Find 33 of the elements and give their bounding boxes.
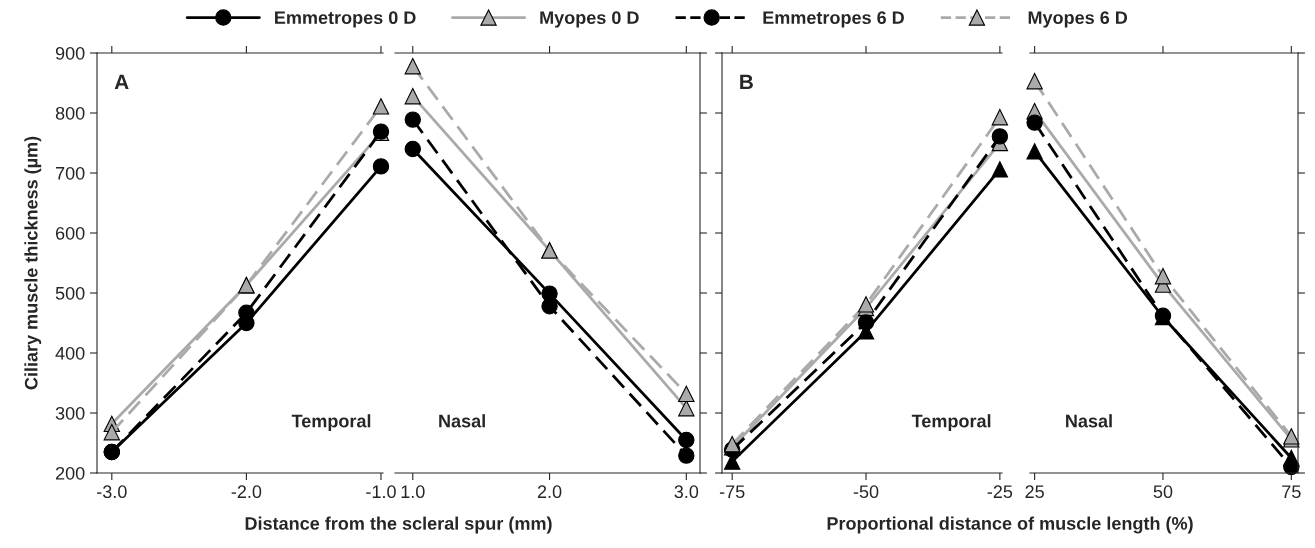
annotation: Nasal <box>1066 414 1112 428</box>
y-tick-label: 400 <box>55 346 85 360</box>
x-tick-label: -75 <box>719 485 745 499</box>
y-tick-label: 200 <box>55 466 85 480</box>
x-tick-label: -25 <box>987 485 1013 499</box>
x-tick-label: 50 <box>1153 485 1173 499</box>
annotation: Nasal <box>439 414 485 428</box>
annotation: B <box>740 74 753 90</box>
y-tick-label: 900 <box>55 46 85 60</box>
x-tick-label: -2.0 <box>231 485 262 499</box>
x-axis-title: Distance from the scleral spur (mm) <box>245 516 552 534</box>
x-tick-label: 1.0 <box>401 485 425 499</box>
y-tick-label: 500 <box>55 286 85 300</box>
y-tick-label: 800 <box>55 106 85 120</box>
x-tick-label: -1.0 <box>366 485 396 499</box>
x-tick-label: -3.0 <box>97 485 127 499</box>
legend-label: Emmetropes 0 D <box>275 11 416 28</box>
x-axis-title: Proportional distance of muscle length (%) <box>827 516 1193 534</box>
legend-label: Emmetropes 6 D <box>763 11 904 28</box>
x-tick-label: -50 <box>853 485 879 499</box>
x-tick-label: 2.0 <box>537 485 562 499</box>
y-tick-label: 600 <box>55 226 85 240</box>
y-tick-label: 700 <box>56 166 85 180</box>
annotation: Temporal <box>291 414 371 432</box>
y-tick-label: 300 <box>55 406 85 420</box>
annotation: Temporal <box>911 414 991 432</box>
annotation: A <box>114 74 129 90</box>
x-tick-label: 75 <box>1282 485 1301 499</box>
x-tick-label: 25 <box>1025 485 1044 499</box>
legend-label: Myopes 0 D <box>540 11 639 28</box>
legend-label: Myopes 6 D <box>1028 11 1128 28</box>
y-axis-title: Ciliary muscle thickness (µm) <box>24 136 42 390</box>
x-tick-label: 3.0 <box>674 485 699 499</box>
